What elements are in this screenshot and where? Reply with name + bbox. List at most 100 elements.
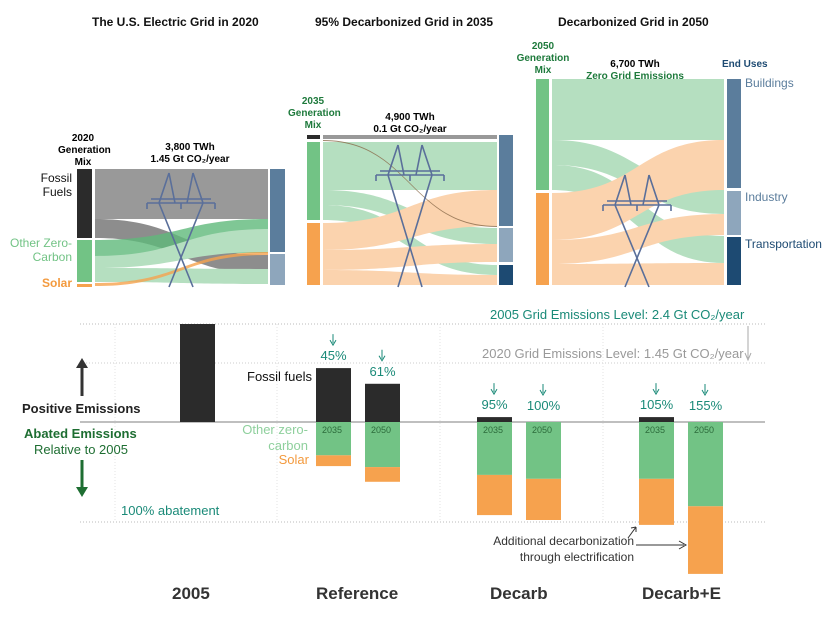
sankey-flow [95,169,268,219]
bar-fossil-5 [639,417,674,422]
sankey-flow [323,190,497,250]
sankey-title-2035: 95% Decarbonized Grid in 2035 [315,15,494,29]
level-2005-label: 2005 Grid Emissions Level: 2.4 Gt CO₂/ye… [490,307,745,322]
bar-other-zero-carbon-4 [526,422,561,479]
end-bar-buildings [499,135,513,226]
total-twh-2020: 3,800 TWh [165,142,215,153]
category-decarb-e: Decarb+E [642,584,721,603]
bar-abatement-label: 95% [481,397,508,413]
end-bar-industry [270,254,285,285]
category-decarb: Decarb [490,584,548,603]
sankey-flow [323,270,497,285]
bar-abatement-label: 105% [639,397,674,413]
bar-year-label: 2050 [532,425,553,435]
annotation-arrow-icon [636,540,688,550]
end-bar-transportation [499,265,513,285]
positive-emissions-label: Positive Emissions [22,401,141,416]
up-arrow-head [76,358,88,368]
end-bar-transportation [727,237,741,285]
bar-year-label: 2035 [483,425,504,435]
tower-lines [602,174,672,288]
totals-2050: 6,700 TWh Zero Grid Emissions [570,59,700,83]
bar-other-zero-carbon-2 [365,422,400,468]
level-2020-label: 2020 Grid Emissions Level: 1.45 Gt CO₂/y… [482,346,744,361]
sankey-flow [323,135,497,139]
category-reference: Reference [316,584,399,603]
bar-other-zero-carbon-1 [316,422,351,456]
gen-bar-fossil [307,135,320,139]
electrification-annotation: Additional decarbonization through elect… [493,534,634,564]
bar-abatement-label: 61% [369,363,396,379]
bar-solar-2 [365,467,400,482]
relative-label: Relative to 2005 [34,442,128,457]
category-2005: 2005 [172,584,210,603]
tower-lines [375,144,445,288]
bar-solar-4 [526,478,561,520]
emissions-2035: 0.1 Gt CO₂/year [373,124,447,135]
teal-down-arrow-icon [378,349,386,362]
annotation-arrow-icon [627,526,637,539]
sankey-flow [323,142,497,190]
mix-label-2020: 2020 Generation Mix [58,133,111,168]
totals-2035: 4,900 TWh 0.1 Gt CO₂/year [350,112,470,136]
source-fossil: Fossil Fuels [40,171,72,199]
bar-abatement-label: 100% [526,398,561,413]
sankey-flow [552,140,724,240]
sankey-flow [552,263,724,285]
emissions-2050: Zero Grid Emissions [586,71,684,82]
end-use-industry: Industry [745,190,788,204]
transmission-tower-icon [375,144,445,288]
gen-bar-solar [536,193,549,285]
bar-year-label: 2035 [645,425,666,435]
sankey-flow [552,214,724,264]
teal-down-arrow-icon [490,383,498,396]
bar-other-zero-carbon-6 [688,422,723,507]
gen-bar-other [307,142,320,220]
sankey-flow [95,252,268,286]
abated-emissions-label: Abated Emissions [24,426,137,441]
mix-label-2050: 2050 Generation Mix [516,41,570,76]
down-arrow-head [76,487,88,497]
bar-year-label: 2050 [371,425,392,435]
gen-bar-solar [77,284,92,287]
legend-other: Other zero-carbon [242,422,308,453]
bar-year-label: 2035 [322,425,343,435]
gen-bar-solar [307,223,320,285]
sankey-title-2020: The U.S. Electric Grid in 2020 [92,15,259,29]
end-bar-buildings [727,79,741,188]
bar-solar-5 [639,478,674,525]
gen-bar-other [77,240,92,282]
bar-solar-1 [316,455,351,467]
bar-fossil-2 [365,383,400,422]
end-use-buildings: Buildings [745,76,794,90]
end-bar-buildings [270,169,285,252]
end-use-transportation: Transportation [745,237,822,251]
down-arrow-icon [744,326,752,362]
gen-bar-fossil [77,169,92,238]
end-bar-industry [727,191,741,235]
end-bar-industry [499,228,513,262]
end-uses-label: End Uses [722,59,768,70]
teal-down-arrow-icon [539,384,547,396]
sankey-flow [323,140,497,227]
gen-bar-other [536,79,549,190]
bar-solar-6 [688,506,723,574]
teal-down-arrow-icon [701,384,709,396]
transmission-tower-icon [602,174,672,288]
sankey-diagrams [77,79,741,288]
bar-year-label: 2050 [694,425,715,435]
bar-other-zero-carbon-3 [477,422,512,475]
sankey-flow [95,229,268,268]
sankey-flow [323,244,497,270]
sankey-title-2050: Decarbonized Grid in 2050 [558,15,709,29]
legend-solar: Solar [278,452,309,467]
source-other-zero-carbon: Other Zero-Carbon [9,236,72,264]
total-twh-2050: 6,700 TWh [610,59,660,70]
totals-2020: 3,800 TWh 1.45 Gt CO₂/year [135,142,245,166]
tower-lines [146,172,216,288]
total-twh-2035: 4,900 TWh [385,112,435,123]
bar-abatement-label: 45% [320,348,347,364]
teal-down-arrow-icon [329,334,337,347]
